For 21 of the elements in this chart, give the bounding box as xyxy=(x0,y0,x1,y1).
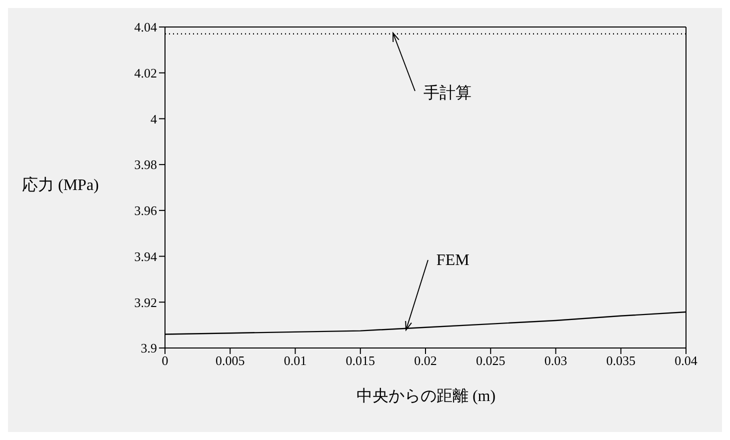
y-axis-title: 応力 (MPa) xyxy=(22,176,99,196)
x-tick-label: 0.025 xyxy=(476,353,506,368)
y-tick-label: 4 xyxy=(150,111,158,126)
annotation: FEM xyxy=(436,252,470,270)
annotation: 手計算 xyxy=(423,84,472,104)
x-tick-label: 0.03 xyxy=(544,353,568,368)
x-tick-label: 0.005 xyxy=(216,353,245,368)
x-axis-title: 中央からの距離 (m) xyxy=(355,386,497,407)
y-tick-label: 3.9 xyxy=(140,340,157,356)
y-tick-label: 4.02 xyxy=(134,65,157,80)
x-tick-label: 0.02 xyxy=(414,353,437,368)
x-tick-label: 0.015 xyxy=(346,353,375,368)
y-tick-label: 3.96 xyxy=(134,203,158,218)
x-tick-label: 0.04 xyxy=(674,353,698,368)
y-tick-label: 3.92 xyxy=(134,294,157,310)
y-tick-label: 4.04 xyxy=(134,20,158,35)
x-tick-label: 0.01 xyxy=(284,353,307,368)
x-tick-label: 0 xyxy=(162,353,168,368)
y-tick-label: 3.98 xyxy=(134,157,157,172)
y-tick-label: 3.94 xyxy=(134,248,158,264)
x-tick-label: 0.035 xyxy=(606,353,636,368)
